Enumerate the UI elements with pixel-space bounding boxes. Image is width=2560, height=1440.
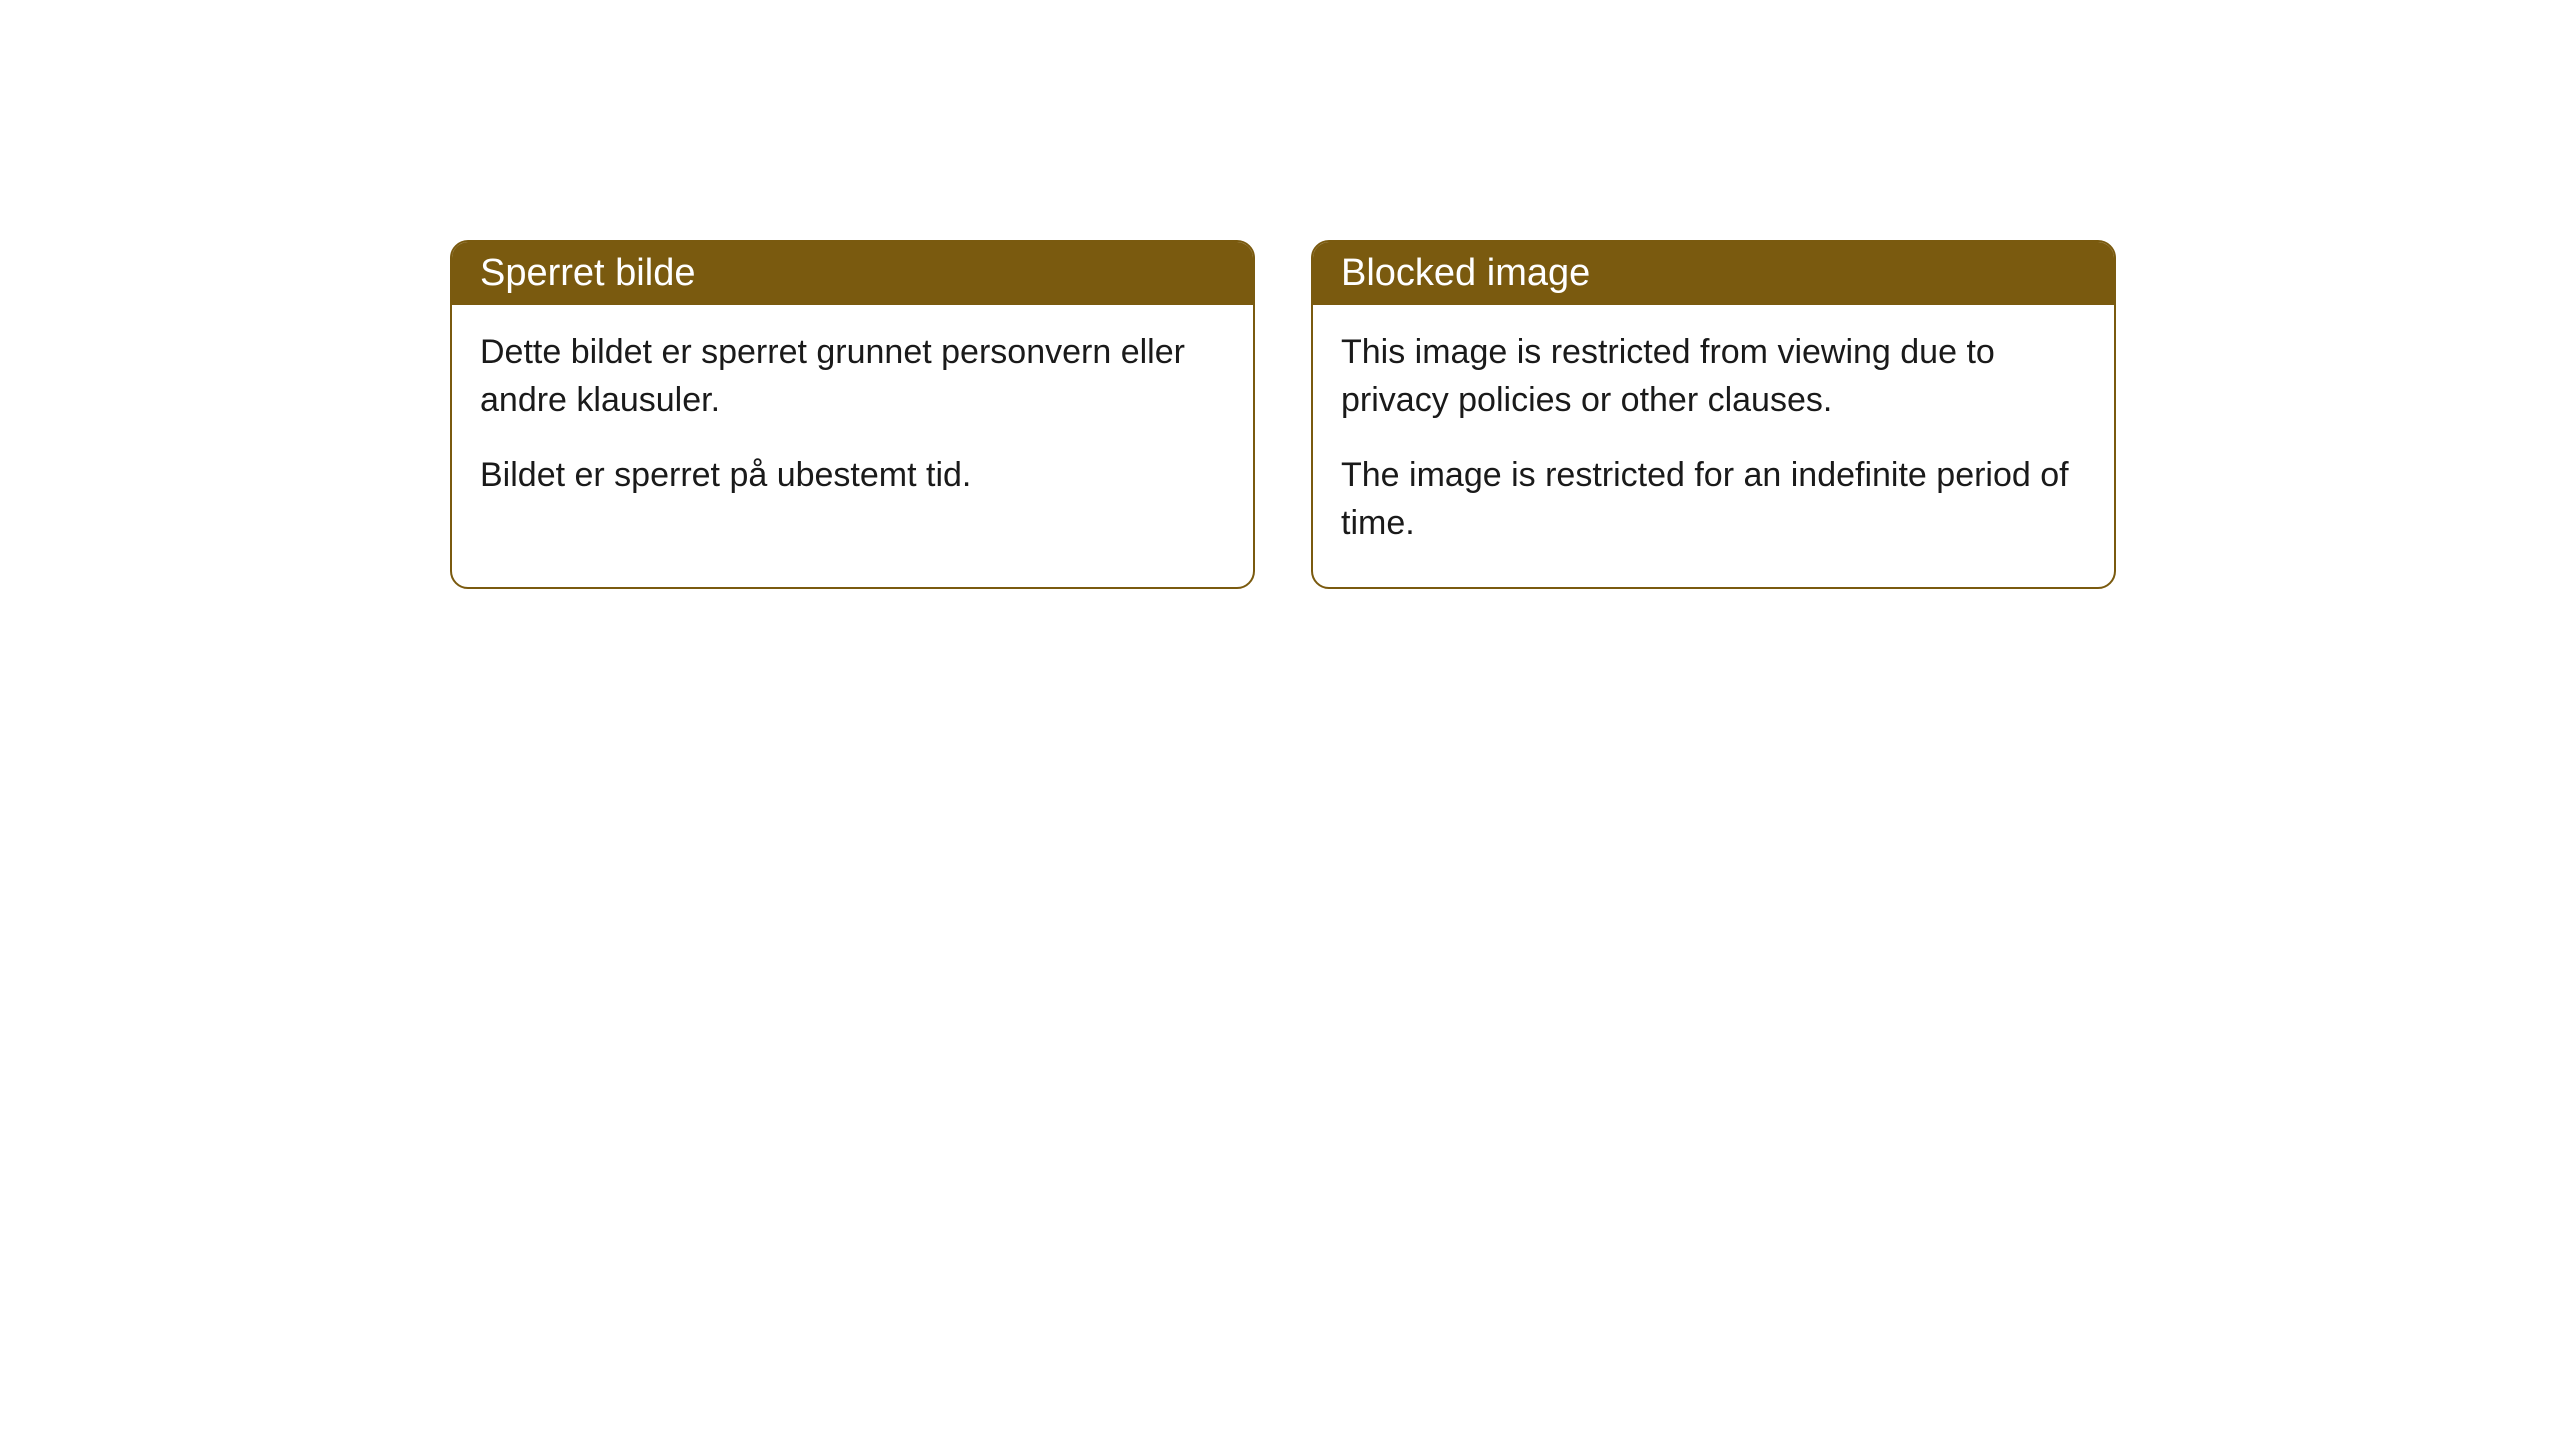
card-header: Sperret bilde: [452, 242, 1253, 305]
card-header: Blocked image: [1313, 242, 2114, 305]
notice-card-norwegian: Sperret bilde Dette bildet er sperret gr…: [450, 240, 1255, 589]
card-body: Dette bildet er sperret grunnet personve…: [452, 305, 1253, 540]
notice-card-english: Blocked image This image is restricted f…: [1311, 240, 2116, 589]
card-paragraph: Bildet er sperret på ubestemt tid.: [480, 452, 1225, 500]
card-title: Sperret bilde: [480, 252, 695, 294]
card-paragraph: Dette bildet er sperret grunnet personve…: [480, 329, 1225, 424]
notice-cards-container: Sperret bilde Dette bildet er sperret gr…: [450, 240, 2116, 589]
card-body: This image is restricted from viewing du…: [1313, 305, 2114, 587]
card-paragraph: This image is restricted from viewing du…: [1341, 329, 2086, 424]
card-paragraph: The image is restricted for an indefinit…: [1341, 452, 2086, 547]
card-title: Blocked image: [1341, 252, 1590, 294]
